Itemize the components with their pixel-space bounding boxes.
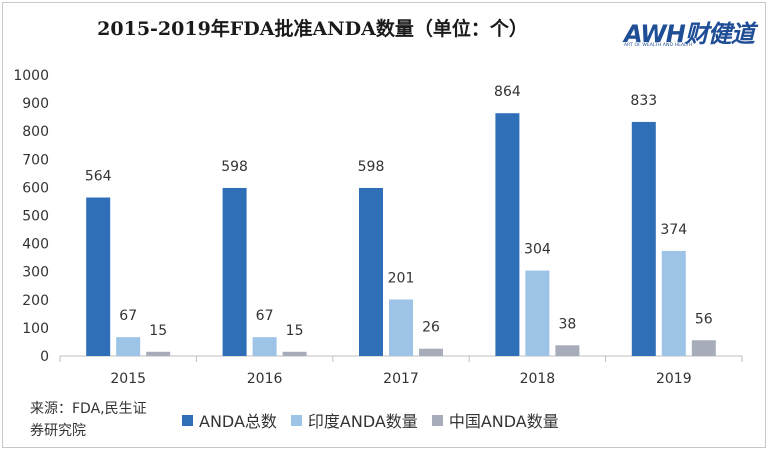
y-tick-label: 700 bbox=[22, 152, 49, 168]
bar bbox=[282, 351, 307, 356]
bar bbox=[146, 351, 171, 356]
y-tick-label: 200 bbox=[22, 293, 49, 309]
y-tick-label: 800 bbox=[22, 124, 49, 140]
y-tick-label: 900 bbox=[22, 96, 49, 112]
brand-logo: AWH财健道 ART OF WEALTH AND HEALTH bbox=[624, 12, 764, 52]
legend-label: ANDA总数 bbox=[199, 412, 277, 431]
x-tick-label: 2018 bbox=[520, 371, 556, 387]
logo-text: AWH财健道 bbox=[624, 20, 755, 48]
data-label: 15 bbox=[149, 323, 167, 339]
legend-item: 中国ANDA数量 bbox=[431, 408, 559, 432]
bar bbox=[86, 197, 111, 356]
source-note: 来源：FDA,民生证券研究院 bbox=[30, 401, 147, 439]
data-label: 833 bbox=[630, 93, 657, 109]
bar bbox=[495, 113, 520, 356]
data-label: 864 bbox=[494, 84, 521, 100]
legend-swatch bbox=[290, 414, 302, 426]
bar bbox=[419, 348, 443, 356]
x-tick-label: 2017 bbox=[383, 371, 419, 387]
y-tick-label: 600 bbox=[22, 180, 49, 196]
data-label: 56 bbox=[695, 311, 713, 327]
bar bbox=[631, 121, 656, 356]
legend-item: 印度ANDA数量 bbox=[290, 408, 418, 432]
data-label: 374 bbox=[660, 222, 687, 238]
data-label: 598 bbox=[221, 159, 248, 175]
data-label: 564 bbox=[85, 169, 112, 185]
data-label: 67 bbox=[119, 308, 137, 324]
y-tick-label: 0 bbox=[40, 349, 49, 365]
data-label: 38 bbox=[558, 316, 576, 332]
bar bbox=[359, 187, 383, 356]
bar bbox=[661, 250, 686, 356]
bar bbox=[555, 345, 580, 356]
chart-frame bbox=[2, 2, 766, 448]
y-tick-label: 400 bbox=[22, 237, 49, 253]
bar bbox=[525, 270, 550, 356]
legend-label: 中国ANDA数量 bbox=[448, 412, 559, 431]
legend-swatch bbox=[431, 414, 443, 426]
y-tick-label: 300 bbox=[22, 265, 49, 281]
y-tick-label: 100 bbox=[22, 321, 49, 337]
x-tick-label: 2016 bbox=[247, 371, 283, 387]
y-tick-label: 500 bbox=[22, 209, 49, 225]
x-tick-label: 2015 bbox=[110, 371, 146, 387]
data-label: 67 bbox=[256, 308, 274, 324]
bar bbox=[389, 299, 413, 356]
chart-title: 2015-2019年FDA批准ANDA数量（单位：个） bbox=[97, 18, 528, 40]
bar bbox=[691, 340, 716, 356]
y-tick-label: 1000 bbox=[13, 68, 49, 84]
bar bbox=[116, 337, 141, 356]
data-label: 15 bbox=[286, 323, 304, 339]
x-tick-label: 2019 bbox=[656, 371, 692, 387]
data-label: 598 bbox=[358, 159, 385, 175]
legend-swatch bbox=[182, 414, 193, 426]
data-label: 304 bbox=[524, 242, 551, 258]
bar bbox=[252, 337, 277, 356]
bar bbox=[222, 187, 247, 356]
logo-tagline: ART OF WEALTH AND HEALTH bbox=[624, 43, 693, 48]
data-label: 26 bbox=[422, 320, 440, 336]
chart-legend: ANDA总数 印度ANDA数量 中国ANDA数量 bbox=[182, 408, 559, 432]
legend-item: ANDA总数 bbox=[182, 408, 277, 432]
legend-label: 印度ANDA数量 bbox=[307, 412, 418, 431]
data-label: 201 bbox=[388, 271, 415, 287]
